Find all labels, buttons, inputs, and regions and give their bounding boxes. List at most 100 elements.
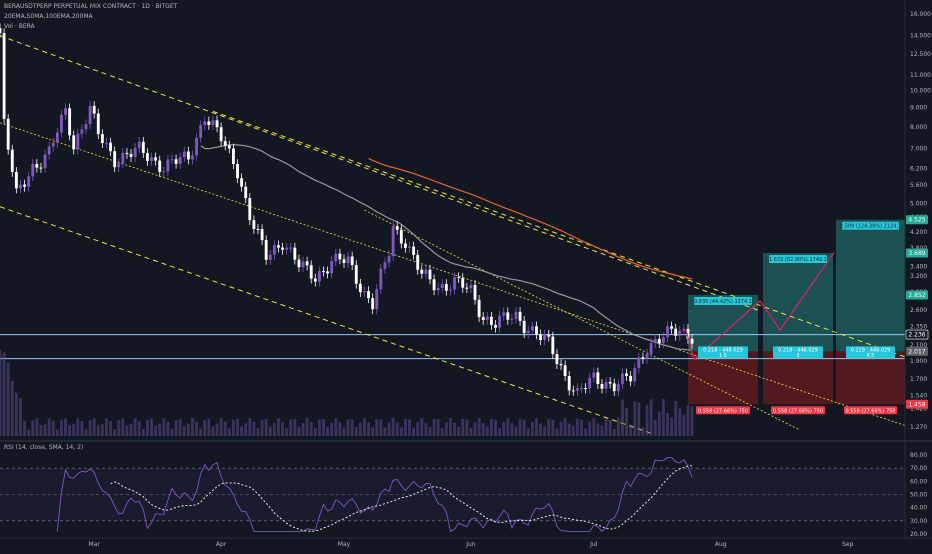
- volume-bar: [588, 421, 592, 436]
- candle-body: [35, 163, 39, 168]
- price-label-box: [906, 248, 928, 258]
- candle-body: [313, 278, 317, 282]
- candle-body: [64, 108, 67, 115]
- volume-bar: [674, 401, 678, 436]
- volume-bar: [145, 420, 149, 436]
- rsi-tick: 30.00: [910, 518, 927, 525]
- candle-body: [453, 277, 456, 290]
- volume-bar: [420, 418, 424, 436]
- volume-bar: [383, 427, 387, 436]
- candle-body: [539, 334, 542, 341]
- volume-bar: [330, 422, 334, 436]
- volume-bar: [105, 418, 108, 436]
- price-tick: 4.200: [910, 229, 927, 236]
- volume-bar: [223, 421, 227, 436]
- ema100-line: [368, 157, 693, 280]
- volume-bar: [371, 427, 375, 436]
- entry-label: 0.218 · 448.029: [778, 347, 818, 353]
- candle-body: [162, 171, 166, 173]
- volume-bars: [0, 350, 694, 436]
- candle-body: [260, 229, 264, 241]
- price-tick: 8.000: [910, 124, 927, 131]
- channel-lower: [0, 206, 652, 434]
- candle-body: [326, 271, 330, 274]
- volume-bar: [199, 428, 203, 436]
- volume-bar: [682, 414, 686, 436]
- volume-bar: [535, 418, 538, 436]
- candle-body: [494, 324, 497, 328]
- candle-body: [223, 141, 227, 146]
- candle-body: [358, 283, 362, 293]
- price-label: 4.525: [908, 217, 925, 224]
- volume-bar: [449, 418, 452, 436]
- stop-label: 0.558 (27.66%) 750: [773, 408, 823, 414]
- candle-body: [342, 259, 346, 264]
- candle-body: [346, 256, 350, 264]
- volume-bar: [391, 418, 395, 436]
- entry-label: 0.218 · 448.029: [703, 347, 743, 353]
- candle-body: [530, 326, 534, 331]
- candle-body: [207, 121, 211, 125]
- candle-body: [170, 159, 174, 161]
- candle-body: [182, 151, 186, 158]
- candle-body: [502, 312, 506, 316]
- candle-body: [186, 151, 190, 160]
- volume-bar: [281, 421, 284, 436]
- candle-body: [23, 184, 27, 187]
- volume-bar: [387, 422, 391, 436]
- candle-body: [600, 383, 604, 389]
- volume-bar: [285, 427, 289, 436]
- volume-bar: [125, 425, 129, 436]
- volume-bar: [367, 422, 370, 436]
- candle-body: [440, 284, 444, 289]
- candle-body: [109, 142, 112, 152]
- volume-bar: [358, 422, 362, 436]
- volume-bar: [334, 418, 338, 436]
- candle-body: [191, 155, 194, 160]
- volume-bar: [575, 418, 579, 436]
- volume-bar: [129, 423, 133, 436]
- volume-bar: [645, 405, 649, 436]
- volume-bar: [354, 427, 358, 436]
- volume-bar: [666, 413, 669, 436]
- candle-body: [244, 186, 248, 199]
- volume-bar: [616, 417, 620, 436]
- candles: [0, 23, 694, 397]
- stop-label: 0.558 (27.66%) 750: [845, 408, 895, 414]
- candle-body: [612, 383, 616, 392]
- volume-bar: [317, 419, 321, 436]
- candle-body: [10, 149, 14, 172]
- target-label-box: [769, 255, 827, 264]
- candle-body: [399, 229, 403, 244]
- time-tick: Jun: [465, 541, 476, 548]
- candle-body: [199, 125, 203, 138]
- candle-body: [125, 152, 129, 154]
- volume-bar: [297, 426, 301, 436]
- volume-bar: [567, 423, 571, 436]
- rsi-legend: RSI (14, close, SMA, 14, 2): [4, 444, 84, 451]
- target-label-box: [842, 221, 899, 230]
- volume-bar: [424, 422, 428, 436]
- projection-path: [685, 252, 835, 361]
- candle-body: [367, 291, 370, 299]
- candle-body: [403, 243, 407, 248]
- candle-body: [2, 33, 6, 119]
- volume-bar: [96, 425, 100, 436]
- candle-body: [334, 253, 338, 262]
- candle-body: [281, 247, 284, 250]
- candle-body: [449, 289, 452, 291]
- candle-body: [27, 176, 31, 187]
- volume-bar: [608, 419, 612, 436]
- candle-body: [277, 245, 280, 248]
- candle-body: [424, 269, 428, 274]
- price-tick: 5.000: [910, 200, 927, 207]
- candle-body: [580, 388, 583, 390]
- volume-bar: [678, 408, 682, 436]
- rsi-tick: 70.00: [910, 465, 927, 472]
- volume-bar: [6, 362, 10, 436]
- volume-bar: [19, 398, 22, 436]
- candle-body: [637, 357, 641, 368]
- volume-bar: [248, 418, 252, 436]
